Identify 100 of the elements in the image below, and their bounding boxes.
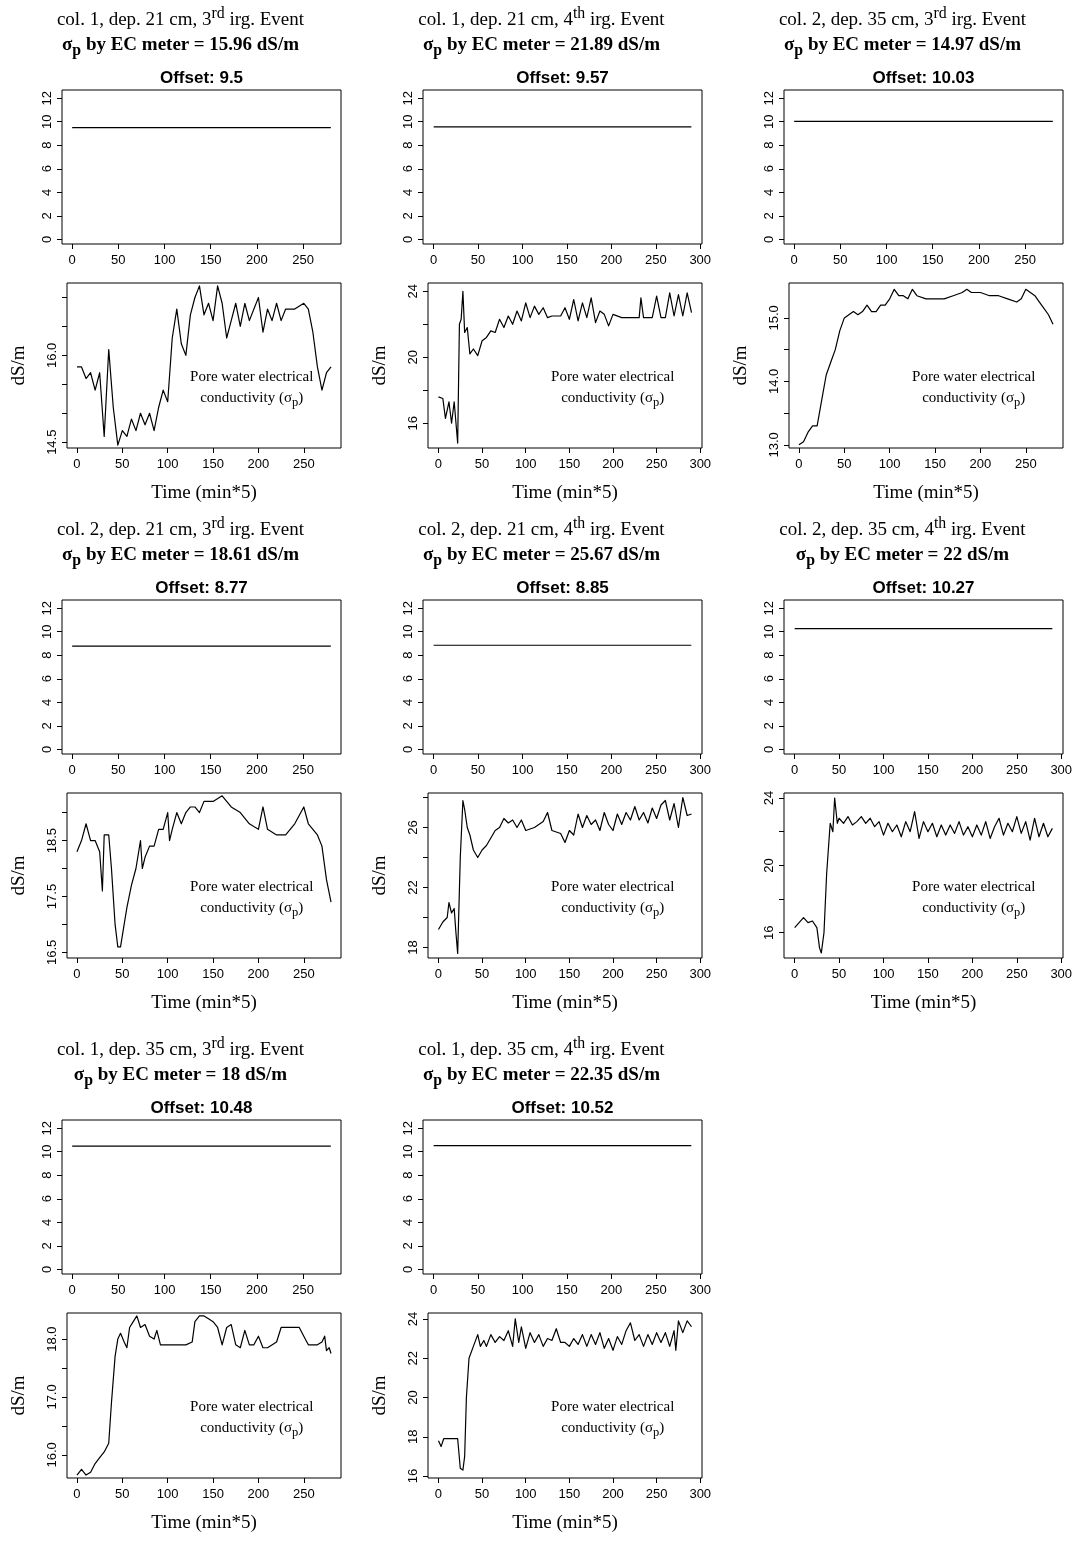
x-tick-label: 100 <box>153 1282 176 1298</box>
chart-subtitle: σ$_{p}$ by EC meter = 25.67 dS/m <box>421 542 661 571</box>
text: Offset: 8.85 <box>515 578 610 599</box>
x-tick-label: 300 <box>689 1486 712 1501</box>
x-tick-label: 200 <box>247 966 270 981</box>
x-tick-label: 200 <box>600 1282 623 1298</box>
x-tick-label: 50 <box>470 1282 486 1298</box>
x-tick-label: 300 <box>689 966 712 981</box>
y-tick-label: 8 <box>400 141 415 149</box>
x-tick-label: 250 <box>644 1282 667 1298</box>
x-tick-label: 50 <box>111 252 126 268</box>
x-tick-label: 0 <box>73 966 81 981</box>
text: Offset: 9.57 <box>515 68 610 89</box>
y-tick-label: 8 <box>761 651 776 659</box>
x-tick-label: 150 <box>917 966 939 981</box>
y-tick-label: 16.0 <box>44 1442 59 1468</box>
x-tick-label: 200 <box>602 966 624 981</box>
x-tick-label: 200 <box>246 252 268 268</box>
x-tick-label: 250 <box>1005 762 1028 778</box>
y-tick-label: 2 <box>39 1242 54 1250</box>
x-tick-label: 50 <box>115 966 130 981</box>
x-tick-label: 150 <box>556 762 578 778</box>
x-tick-label: 250 <box>644 762 667 778</box>
y-tick-label: 20 <box>405 350 420 365</box>
y-tick-label: 2 <box>39 722 54 730</box>
y-tick-label: 10 <box>39 1144 54 1160</box>
x-tick-label: 250 <box>1014 252 1036 268</box>
x-tick-label: 150 <box>199 1282 222 1298</box>
x-tick-label: 0 <box>434 456 443 471</box>
x-tick-label: 100 <box>878 456 901 471</box>
x-tick-label: 250 <box>292 762 314 778</box>
x-tick-label: 200 <box>969 456 992 471</box>
x-tick-label: 150 <box>202 456 224 471</box>
x-tick-label: 150 <box>917 762 939 778</box>
x-tick-label: 50 <box>470 252 486 268</box>
x-tick-label: 150 <box>202 966 224 981</box>
y-tick-label: 14.5 <box>44 429 59 455</box>
x-axis-title: Time (min*5) <box>151 481 257 503</box>
y-tick-label: 0 <box>400 745 415 754</box>
x-tick-label: 0 <box>795 456 803 471</box>
x-axis-title: Time (min*5) <box>870 991 977 1013</box>
line-series <box>76 795 332 948</box>
y-tick-label: 22 <box>405 880 420 895</box>
chart-subtitle: σ$_{p}$ by EC meter = 15.96 dS/m <box>60 32 300 61</box>
x-tick-label: 0 <box>430 252 438 268</box>
x-tick-label: 0 <box>430 762 438 778</box>
chart-title: col. 2, dep. 35 cm, 4$^{th}$ irg. Event <box>778 513 1027 542</box>
y-tick-label: 4 <box>761 188 776 197</box>
y-tick-label: 8 <box>761 141 776 149</box>
x-axis-title: Time (min*5) <box>512 991 618 1013</box>
x-axis-title: Time (min*5) <box>873 481 979 503</box>
chart-subtitle: σ$_{p}$ by EC meter = 22 dS/m <box>794 542 1011 571</box>
x-tick-label: 200 <box>968 252 990 268</box>
x-tick-label: 0 <box>68 252 76 268</box>
y-tick-label: 8 <box>39 651 54 659</box>
y-tick-label: 18.0 <box>44 1326 59 1352</box>
chart-title: col. 1, dep. 21 cm, 3$^{rd}$ irg. Event <box>55 3 306 32</box>
x-tick-label: 100 <box>156 1486 179 1501</box>
x-axis-title: Time (min*5) <box>151 991 257 1013</box>
x-tick-label: 50 <box>474 1486 490 1501</box>
y-tick-label: 0 <box>39 235 54 244</box>
y-tick-label: 20 <box>761 858 776 873</box>
x-tick-label: 100 <box>153 252 176 268</box>
y-axis-title: dS/m <box>368 345 389 386</box>
x-tick-label: 0 <box>791 762 799 778</box>
y-tick-label: 18.5 <box>44 827 59 854</box>
chart-title: col. 1, dep. 35 cm, 3$^{rd}$ irg. Event <box>55 1033 306 1062</box>
y-tick-label: 4 <box>761 698 776 707</box>
x-tick-label: 50 <box>111 1282 126 1298</box>
text: Offset: 8.77 <box>154 578 249 599</box>
x-tick-label: 150 <box>556 1282 578 1298</box>
y-tick-label: 0 <box>400 235 415 244</box>
y-tick-label: 4 <box>400 698 415 707</box>
x-tick-label: 150 <box>202 1486 224 1501</box>
x-tick-label: 200 <box>600 762 623 778</box>
x-axis-title: Time (min*5) <box>512 481 618 503</box>
y-tick-label: 18 <box>405 940 420 955</box>
x-tick-label: 0 <box>791 966 799 981</box>
y-tick-label: 16.0 <box>44 342 59 369</box>
y-tick-label: 4 <box>400 188 415 197</box>
annotation: Pore water electrical conductivity (σ$_{p}$) <box>550 366 676 411</box>
y-tick-label: 8 <box>39 1171 54 1179</box>
x-tick-label: 100 <box>514 1486 537 1501</box>
text: Offset: 10.27 <box>871 578 976 599</box>
x-tick-label: 50 <box>833 252 848 268</box>
y-tick-label: 2 <box>761 212 776 220</box>
y-tick-label: 6 <box>400 675 415 683</box>
x-tick-label: 0 <box>68 762 76 778</box>
y-tick-label: 17.5 <box>44 883 59 910</box>
y-tick-label: 10 <box>761 624 776 640</box>
text: Offset: 10.48 <box>149 1098 254 1119</box>
chart-title: col. 2, dep. 21 cm, 3$^{rd}$ irg. Event <box>55 513 306 542</box>
x-tick-label: 50 <box>474 456 490 471</box>
x-tick-label: 250 <box>292 456 315 471</box>
line-series <box>437 1318 693 1471</box>
annotation: Pore water electrical conductivity (σ$_{p}$) <box>911 366 1037 411</box>
y-tick-label: 0 <box>39 745 54 754</box>
x-tick-label: 0 <box>68 1282 76 1298</box>
x-tick-label: 150 <box>558 456 581 471</box>
chart-title: col. 2, dep. 35 cm, 3$^{rd}$ irg. Event <box>777 3 1028 32</box>
